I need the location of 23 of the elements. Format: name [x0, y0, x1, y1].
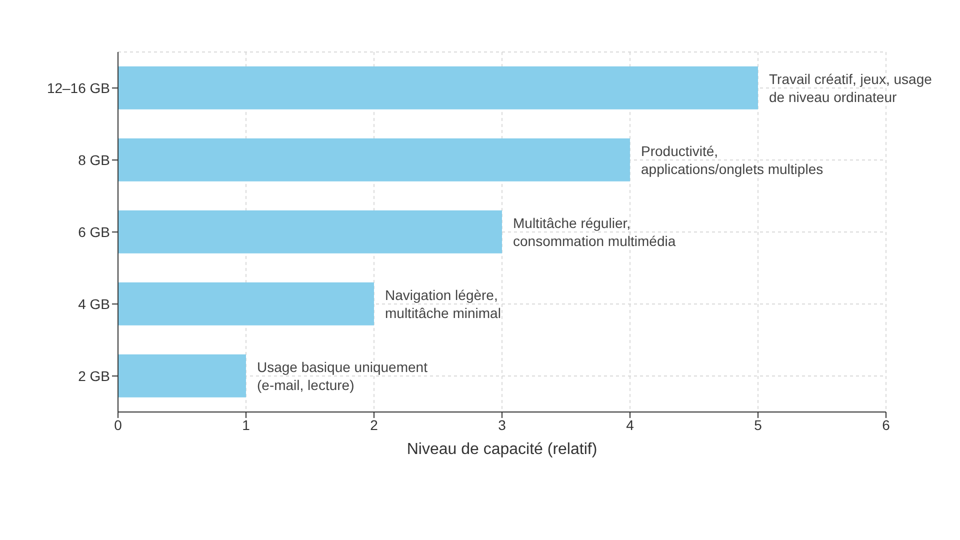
x-tick-label: 4	[626, 416, 634, 433]
x-tick-label: 3	[498, 416, 506, 433]
y-tick-label: 12–16 GB	[46, 80, 110, 96]
annotation: Usage basique uniquement (e-mail, lecture)	[257, 359, 428, 393]
bar	[118, 282, 374, 326]
x-tick-label: 6	[882, 416, 890, 433]
x-tick-label: 0	[114, 416, 122, 433]
annotation: Multitâche régulier, consommation multimédia	[513, 215, 676, 249]
bar	[118, 138, 630, 182]
y-tick-label: 6 GB	[78, 224, 110, 240]
x-axis-title: Niveau de capacité (relatif)	[406, 441, 598, 458]
bar	[118, 354, 246, 398]
annotation: Productivité, applications/onglets multiples	[641, 143, 824, 177]
y-tick-label: 2 GB	[78, 368, 110, 384]
y-tick-label: 4 GB	[78, 296, 110, 312]
bar	[118, 66, 758, 110]
x-tick-label: 5	[754, 416, 762, 433]
annotation: Navigation légère, multitâche minimal	[385, 287, 501, 321]
x-tick-label: 2	[370, 416, 378, 433]
bar	[118, 210, 502, 254]
y-tick-label: 8 GB	[78, 152, 110, 168]
x-tick-label: 1	[242, 416, 250, 433]
annotation: Travail créatif, jeux, usage de niveau ordinateur	[769, 71, 932, 105]
